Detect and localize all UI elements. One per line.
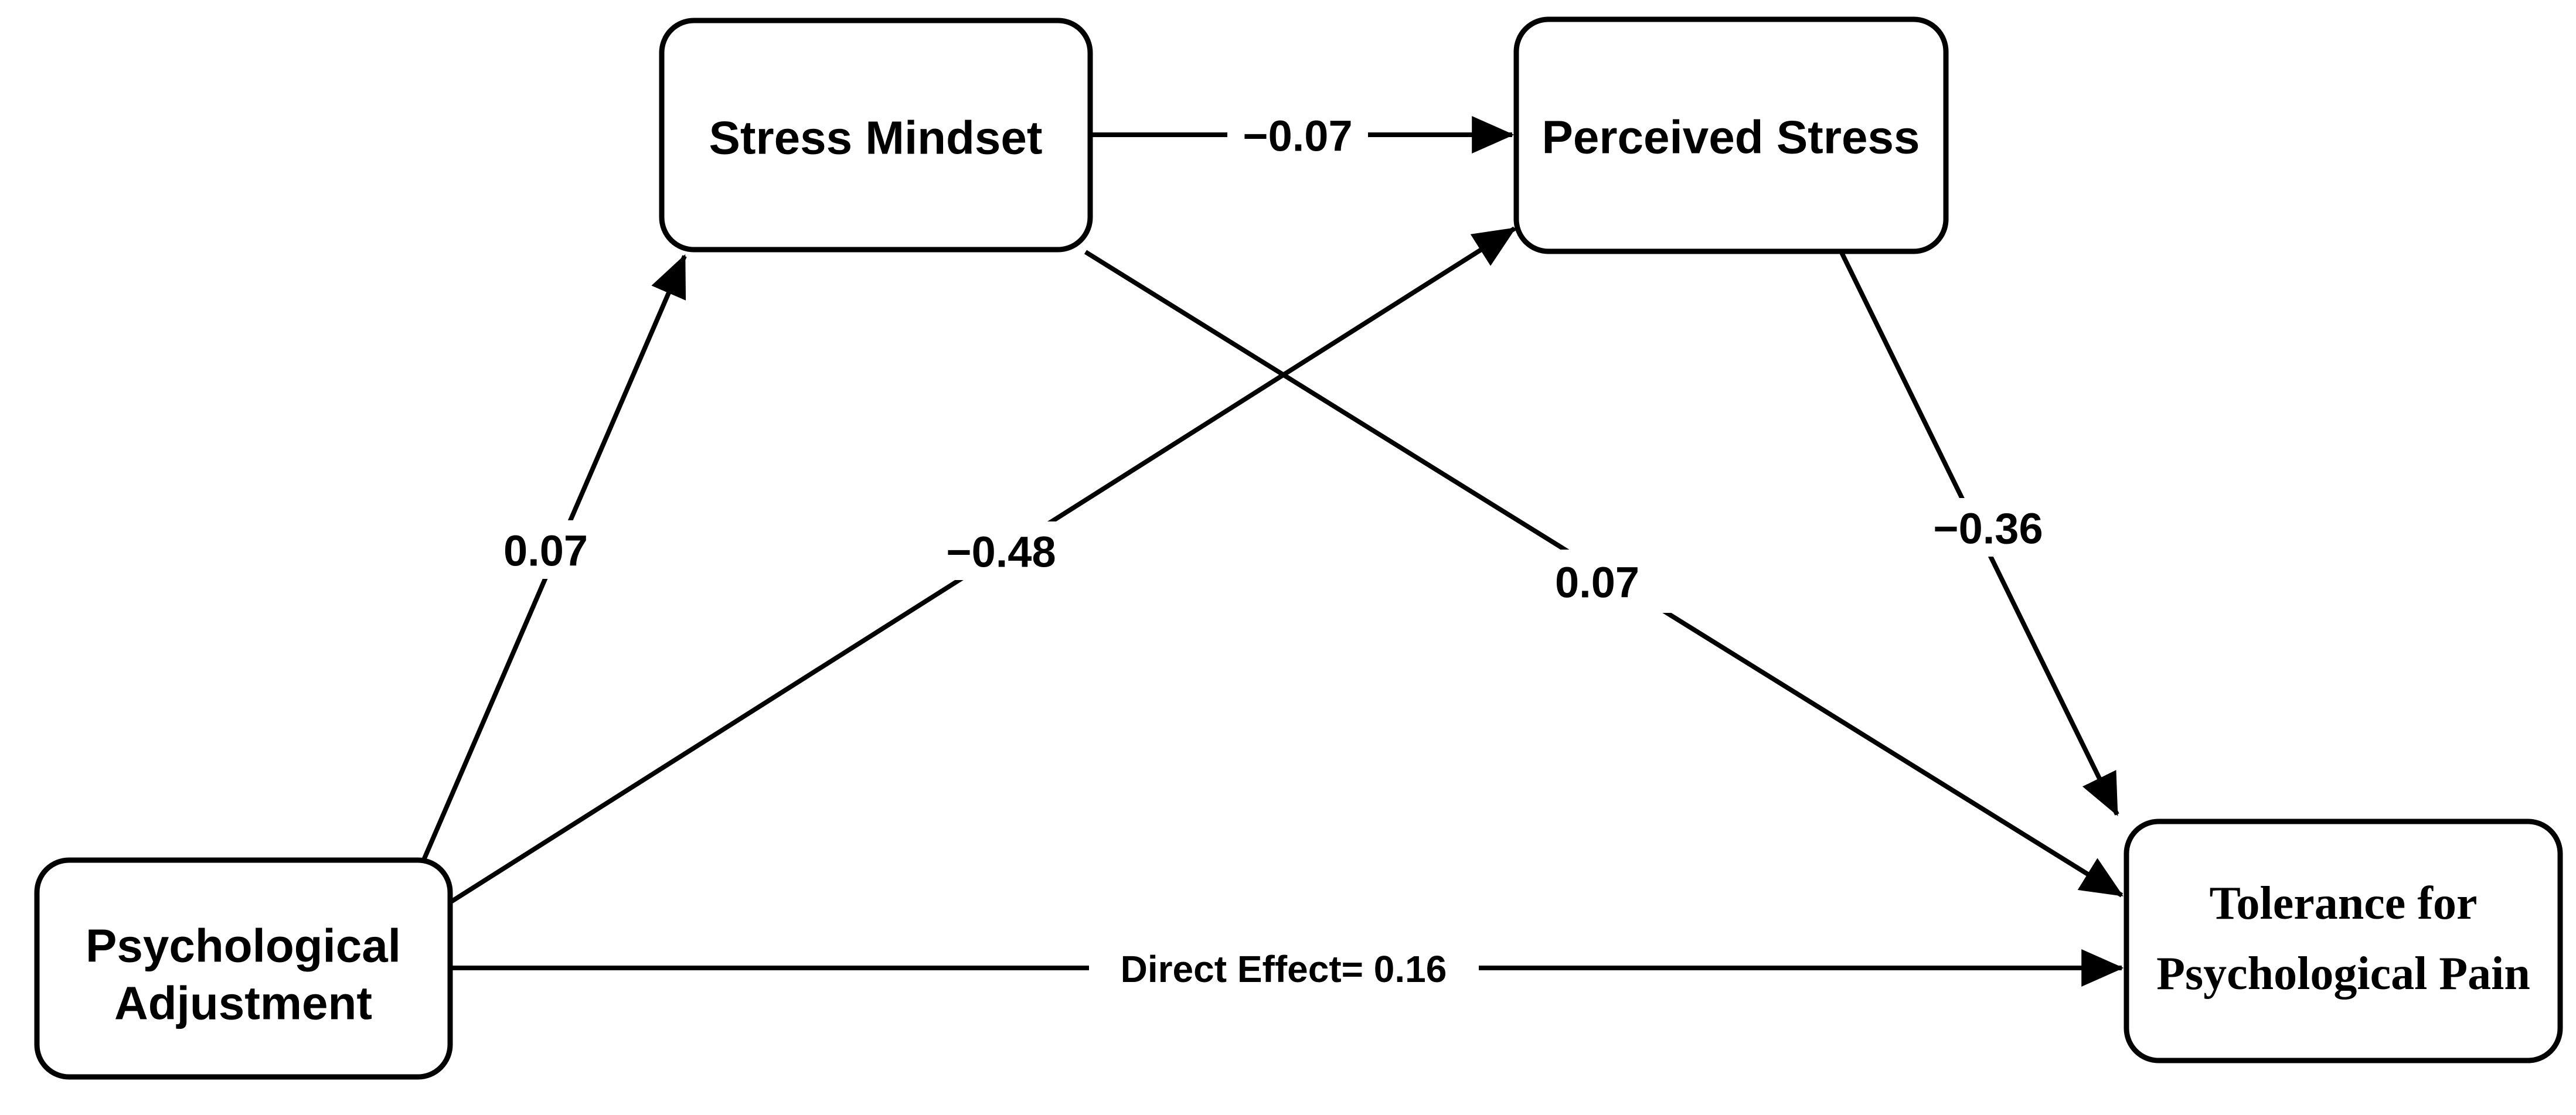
node-psychological-adjustment-label-line1: Psychological (86, 920, 401, 972)
edge-label-a-path: 0.07 (503, 527, 588, 575)
edge-label-bg (1227, 105, 1368, 164)
edge-label-bg (1089, 939, 1479, 997)
node-tolerance-for-psychological-pain (2124, 819, 2563, 1063)
edge-label-bg (494, 520, 597, 579)
edge-label-perceived-tolerance: −0.36 (1933, 504, 2043, 553)
node-perceived-stress-label: Perceived Stress (1542, 111, 1920, 163)
edge-labels-group: 0.07 −0.48 −0.07 0.07 −0.36 Direct Effec… (494, 105, 2058, 997)
edges-group (417, 116, 2124, 987)
node-psychological-adjustment (34, 857, 453, 1080)
edge-label-direct-effect: Direct Effect= 0.16 (1121, 948, 1447, 990)
node-psychological-adjustment-label-line2: Adjustment (114, 977, 372, 1029)
edge-label-bg (931, 521, 1071, 580)
edge-label-bg (1918, 498, 2058, 557)
edge-label-mindset-perceived: −0.07 (1243, 112, 1352, 161)
edge-label-mindset-tolerance: 0.07 (1555, 558, 1639, 607)
node-perceived-stress (1513, 16, 1949, 254)
edge-label-adjustment-perceived: −0.48 (946, 528, 1056, 577)
node-tolerance-label-line1: Tolerance for (2210, 878, 2478, 929)
node-tolerance-label-line2: Psychological Pain (2156, 948, 2530, 1000)
nodes-group: Stress Mindset Perceived Stress Psycholo… (34, 16, 2563, 1080)
node-stress-mindset-label: Stress Mindset (709, 112, 1042, 164)
node-stress-mindset (659, 18, 1093, 253)
edge-label-bg (1518, 550, 1676, 613)
